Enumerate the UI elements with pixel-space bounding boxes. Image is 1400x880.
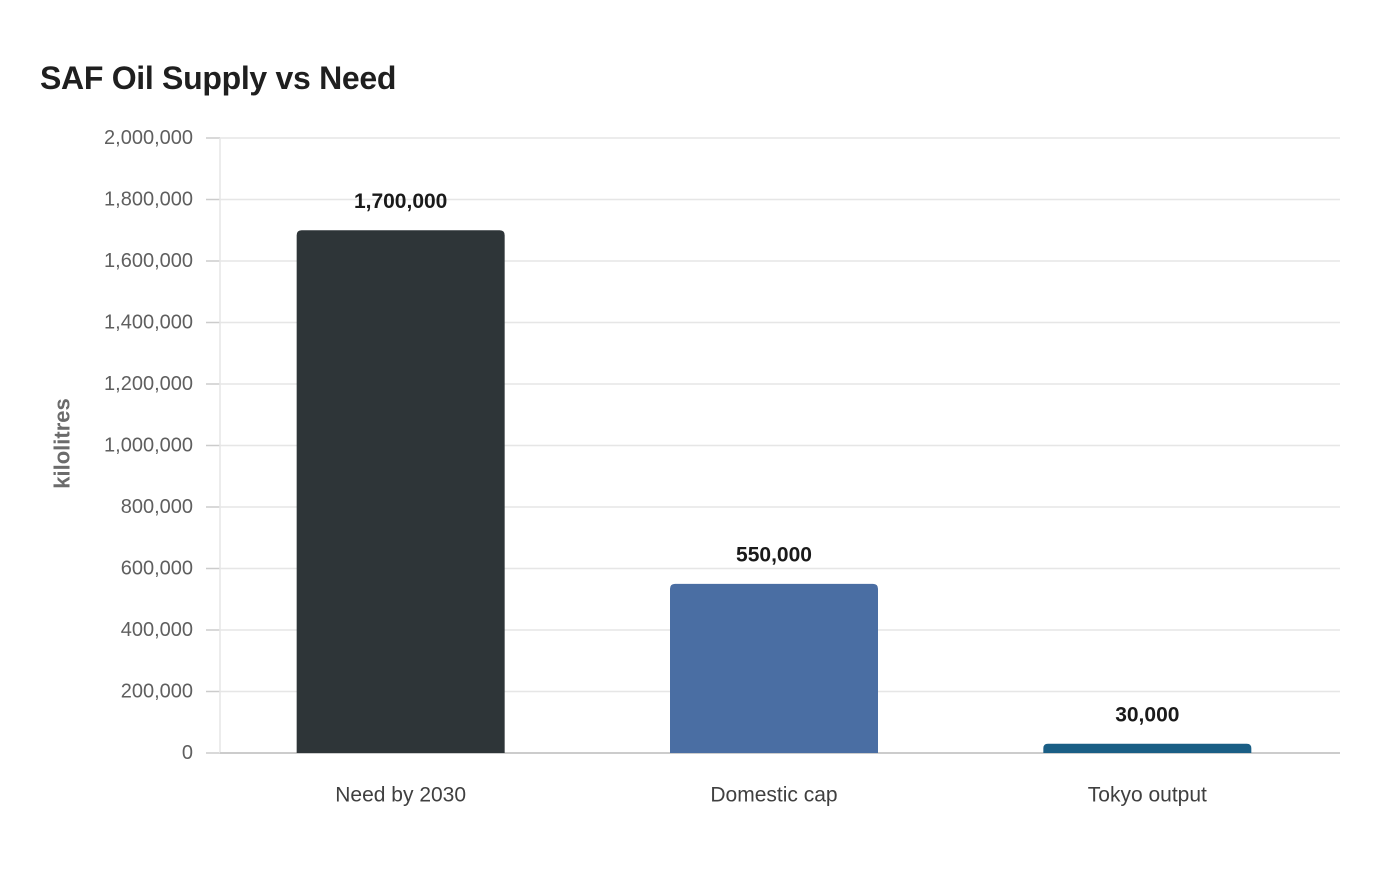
y-tick-label: 1,000,000 — [104, 435, 193, 457]
chart-title: SAF Oil Supply vs Need — [40, 60, 397, 96]
y-axis-ticks: 0 200,000 400,000 600,000 800,000 1,000,000 1,… — [104, 127, 220, 764]
y-tick-label: 1,400,000 — [104, 312, 193, 334]
x-category-label: Tokyo output — [1088, 784, 1207, 807]
x-axis-category-labels: Need by 2030 Domestic cap Tokyo output — [335, 784, 1207, 807]
y-tick-label: 1,800,000 — [104, 189, 193, 211]
value-labels: 1,700,000 550,000 30,000 — [354, 190, 1180, 727]
x-category-label: Domestic cap — [710, 784, 837, 807]
bar-need-by-2030 — [296, 230, 505, 753]
bar-value-label: 30,000 — [1115, 703, 1179, 726]
y-tick-label: 600,000 — [121, 558, 193, 580]
x-category-label: Need by 2030 — [335, 784, 466, 807]
bar-tokyo-output — [1043, 743, 1252, 753]
y-tick-label: 1,200,000 — [104, 373, 193, 395]
y-tick-label: 800,000 — [121, 496, 193, 518]
y-tick-label: 1,600,000 — [104, 250, 193, 272]
y-tick-label: 0 — [182, 742, 193, 764]
bar-value-label: 550,000 — [736, 543, 812, 566]
y-tick-label: 2,000,000 — [104, 127, 193, 149]
y-tick-label: 400,000 — [121, 619, 193, 641]
bar-value-label: 1,700,000 — [354, 190, 447, 213]
y-tick-label: 200,000 — [121, 681, 193, 703]
y-axis-title: kilolitres — [50, 398, 75, 488]
bar-domestic-cap — [670, 583, 878, 753]
bars — [296, 230, 1252, 753]
